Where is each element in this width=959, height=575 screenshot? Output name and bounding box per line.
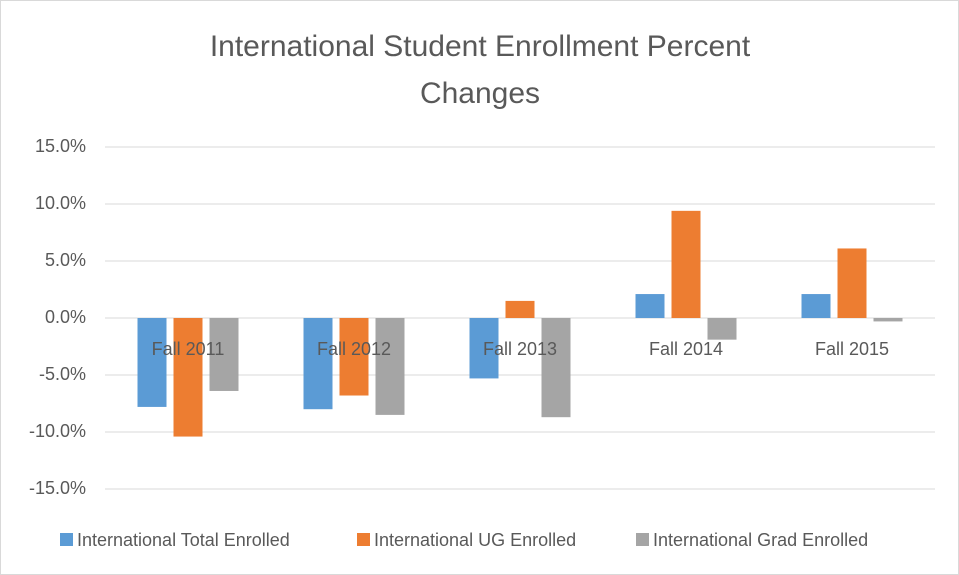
x-tick-label: Fall 2011 — [152, 339, 225, 359]
legend-swatch — [60, 533, 73, 546]
bar — [209, 318, 239, 391]
y-tick-label: 10.0% — [35, 193, 86, 213]
bar — [541, 318, 571, 418]
chart-title: International Student Enrollment Percent… — [210, 30, 751, 110]
y-tick-label: -10.0% — [29, 421, 86, 441]
bar — [671, 210, 701, 318]
bar — [137, 318, 167, 407]
y-tick-label: 0.0% — [45, 307, 86, 327]
legend-swatch — [357, 533, 370, 546]
bar — [873, 318, 903, 322]
legend-swatch — [636, 533, 649, 546]
bar — [801, 294, 831, 318]
y-tick-label: -5.0% — [39, 364, 86, 384]
legend-label: International UG Enrolled — [374, 530, 576, 550]
bar — [469, 318, 499, 379]
bar — [837, 248, 867, 318]
y-tick-label: 5.0% — [45, 250, 86, 270]
legend-label: International Total Enrolled — [77, 530, 290, 550]
x-tick-label: Fall 2015 — [815, 339, 889, 359]
y-tick-label: -15.0% — [29, 478, 86, 498]
bar — [173, 318, 203, 437]
legend-label: International Grad Enrolled — [653, 530, 868, 550]
bar — [635, 294, 665, 318]
bar — [303, 318, 333, 410]
y-tick-label: 15.0% — [35, 136, 86, 156]
bar — [707, 318, 737, 340]
bar — [505, 300, 535, 318]
x-tick-label: Fall 2012 — [317, 339, 391, 359]
bar — [375, 318, 405, 415]
x-tick-label: Fall 2013 — [483, 339, 557, 359]
bar — [339, 318, 369, 396]
x-tick-label: Fall 2014 — [649, 339, 723, 359]
